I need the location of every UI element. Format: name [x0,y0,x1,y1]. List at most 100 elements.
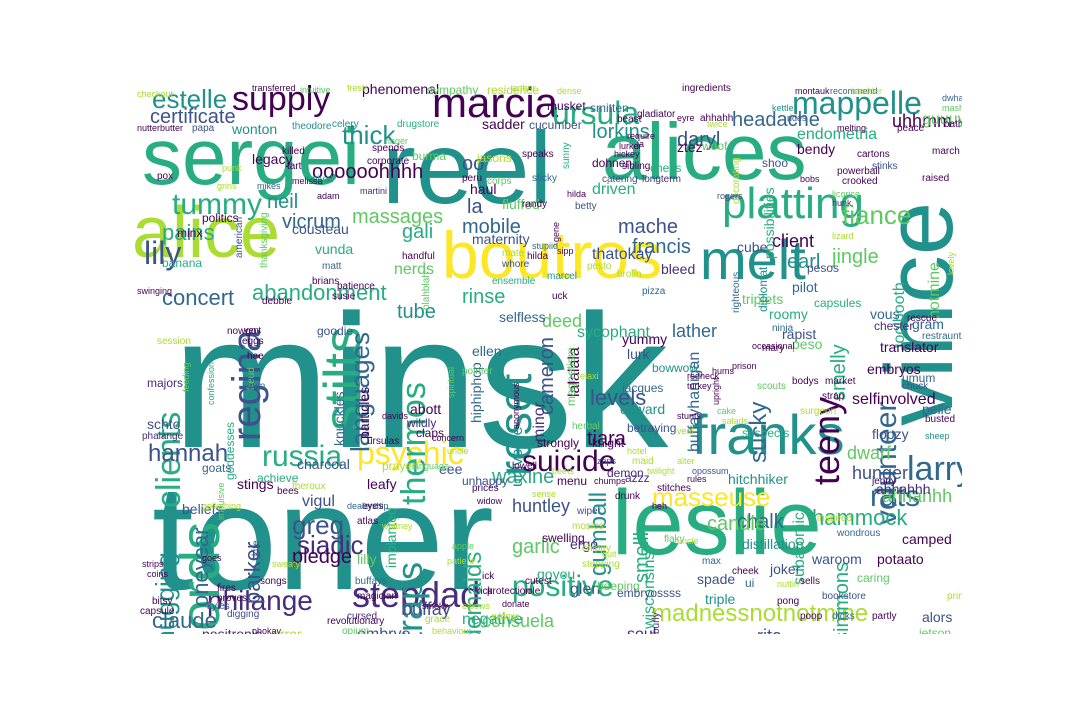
cloud-word: spiritual [446,366,456,398]
cloud-word: alter [677,456,695,466]
cloud-word: concern [432,433,465,443]
cloud-word: rides [787,113,807,123]
cloud-word: sense [532,489,557,499]
cloud-word: dwha [942,93,962,103]
cloud-word: rapist [782,326,817,342]
cloud-word: azzz [625,471,650,485]
cloud-word: pesto [587,261,612,272]
cloud-word: opium [342,626,370,635]
cloud-word: davids [382,411,409,421]
cloud-word: waroom [812,551,862,567]
cloud-word: chippy [582,543,611,554]
cloud-word: twilight [647,466,675,476]
cloud-word: cucumber [529,118,582,132]
cloud-word: grace [425,614,451,625]
cloud-word: cake [717,406,737,416]
cloud-word: notmine [926,262,943,319]
cloud-word: bladder [852,86,883,96]
cloud-word: peru [462,173,483,184]
cloud-word: lurker [619,141,642,151]
cloud-word: digging [227,609,260,620]
cloud-word: hammock [812,505,908,530]
cloud-word: pointer [462,366,493,377]
cloud-word: strap [822,391,845,402]
cloud-word: estelle [152,84,228,114]
cloud-word: eggs [242,336,264,347]
cloud-word: certificate [150,106,236,128]
cloud-word: claps [416,426,445,440]
cloud-word: waxine [492,466,555,488]
cloud-word: opossum [692,466,729,476]
cloud-word: buffay [402,599,451,619]
cloud-word: bendy [797,141,836,157]
cloud-word: bleed [661,261,696,277]
cloud-word: zaps [597,456,617,466]
cloud-word: patient [447,556,475,566]
cloud-word: siadic [297,530,364,560]
cloud-word: gellerbing [202,501,242,511]
cloud-word: drugstore [397,119,440,130]
cloud-word: partly [872,611,897,622]
cloud-word: sibling [622,161,651,172]
cloud-word: whore [502,259,530,270]
cloud-word: earl [787,251,821,273]
cloud-word: capsules [814,296,862,310]
cloud-word: brolin [617,269,642,280]
cloud-word: goes [202,553,222,563]
cloud-word: abandonment [252,280,387,305]
cloud-word: menu [557,474,588,488]
cloud-word: uck [552,291,568,302]
cloud-word: embryossss [617,586,682,600]
cloud-word: marcel [547,271,578,282]
cloud-word: cutest [525,576,552,587]
cloud-word: mache [618,216,679,238]
cloud-word: chumps [594,476,626,486]
cloud-word: vunda [315,241,354,257]
cloud-word: tummy [172,188,262,221]
cloud-word: magnetism [564,347,578,406]
cloud-word: language [412,461,450,471]
cloud-word: rogers [717,191,743,201]
cloud-word: arthur [512,83,536,93]
cloud-word: beets [552,466,575,476]
cloud-word: suspects [742,426,790,440]
cloud-word: demon [607,466,644,480]
cloud-word: mobile [462,216,521,238]
cloud-word: boutros [442,218,663,292]
cloud-word: fiance [842,200,912,230]
cloud-word: ick [482,571,495,582]
cloud-word: checkout [137,89,174,99]
cloud-word: hitchhiker [728,471,788,487]
cloud-word: knuckles [331,391,347,446]
cloud-word: oooooohhhh [312,161,424,183]
cloud-word: floozy [872,426,909,442]
cloud-word: sympathy [427,83,479,97]
cloud-word: deed [542,311,583,331]
cloud-word: session [157,336,191,347]
cloud-word: celery [332,119,359,130]
cloud-word: alice [132,193,281,273]
cloud-word: supply [232,82,331,118]
cloud-word: achieve [257,471,299,485]
cloud-word: oath [944,119,962,130]
cloud-word: corporate [367,156,410,167]
cloud-word: swinging [137,286,173,296]
cloud-word: inspired [817,513,853,524]
cloud-word: prayer [382,459,417,473]
cloud-word: caring [857,571,890,585]
cloud-word: widow [492,611,518,621]
cloud-word: american [234,216,245,258]
cloud-word: lilly [357,551,377,567]
cloud-word: mikes [257,181,281,191]
cloud-word: prime [947,591,962,602]
cloud-word: huntley [512,496,571,516]
cloud-word: kyles [207,601,230,612]
cloud-word: bowwow [652,361,699,375]
cloud-word: dense [557,86,582,96]
cloud-word: upright [711,377,721,405]
cloud-word: lather [672,321,718,341]
cloud-word: embryos [867,361,921,377]
cloud-word: pilot [792,279,818,295]
cloud-word: oo [462,153,485,175]
cloud-word: rescue [907,313,938,324]
